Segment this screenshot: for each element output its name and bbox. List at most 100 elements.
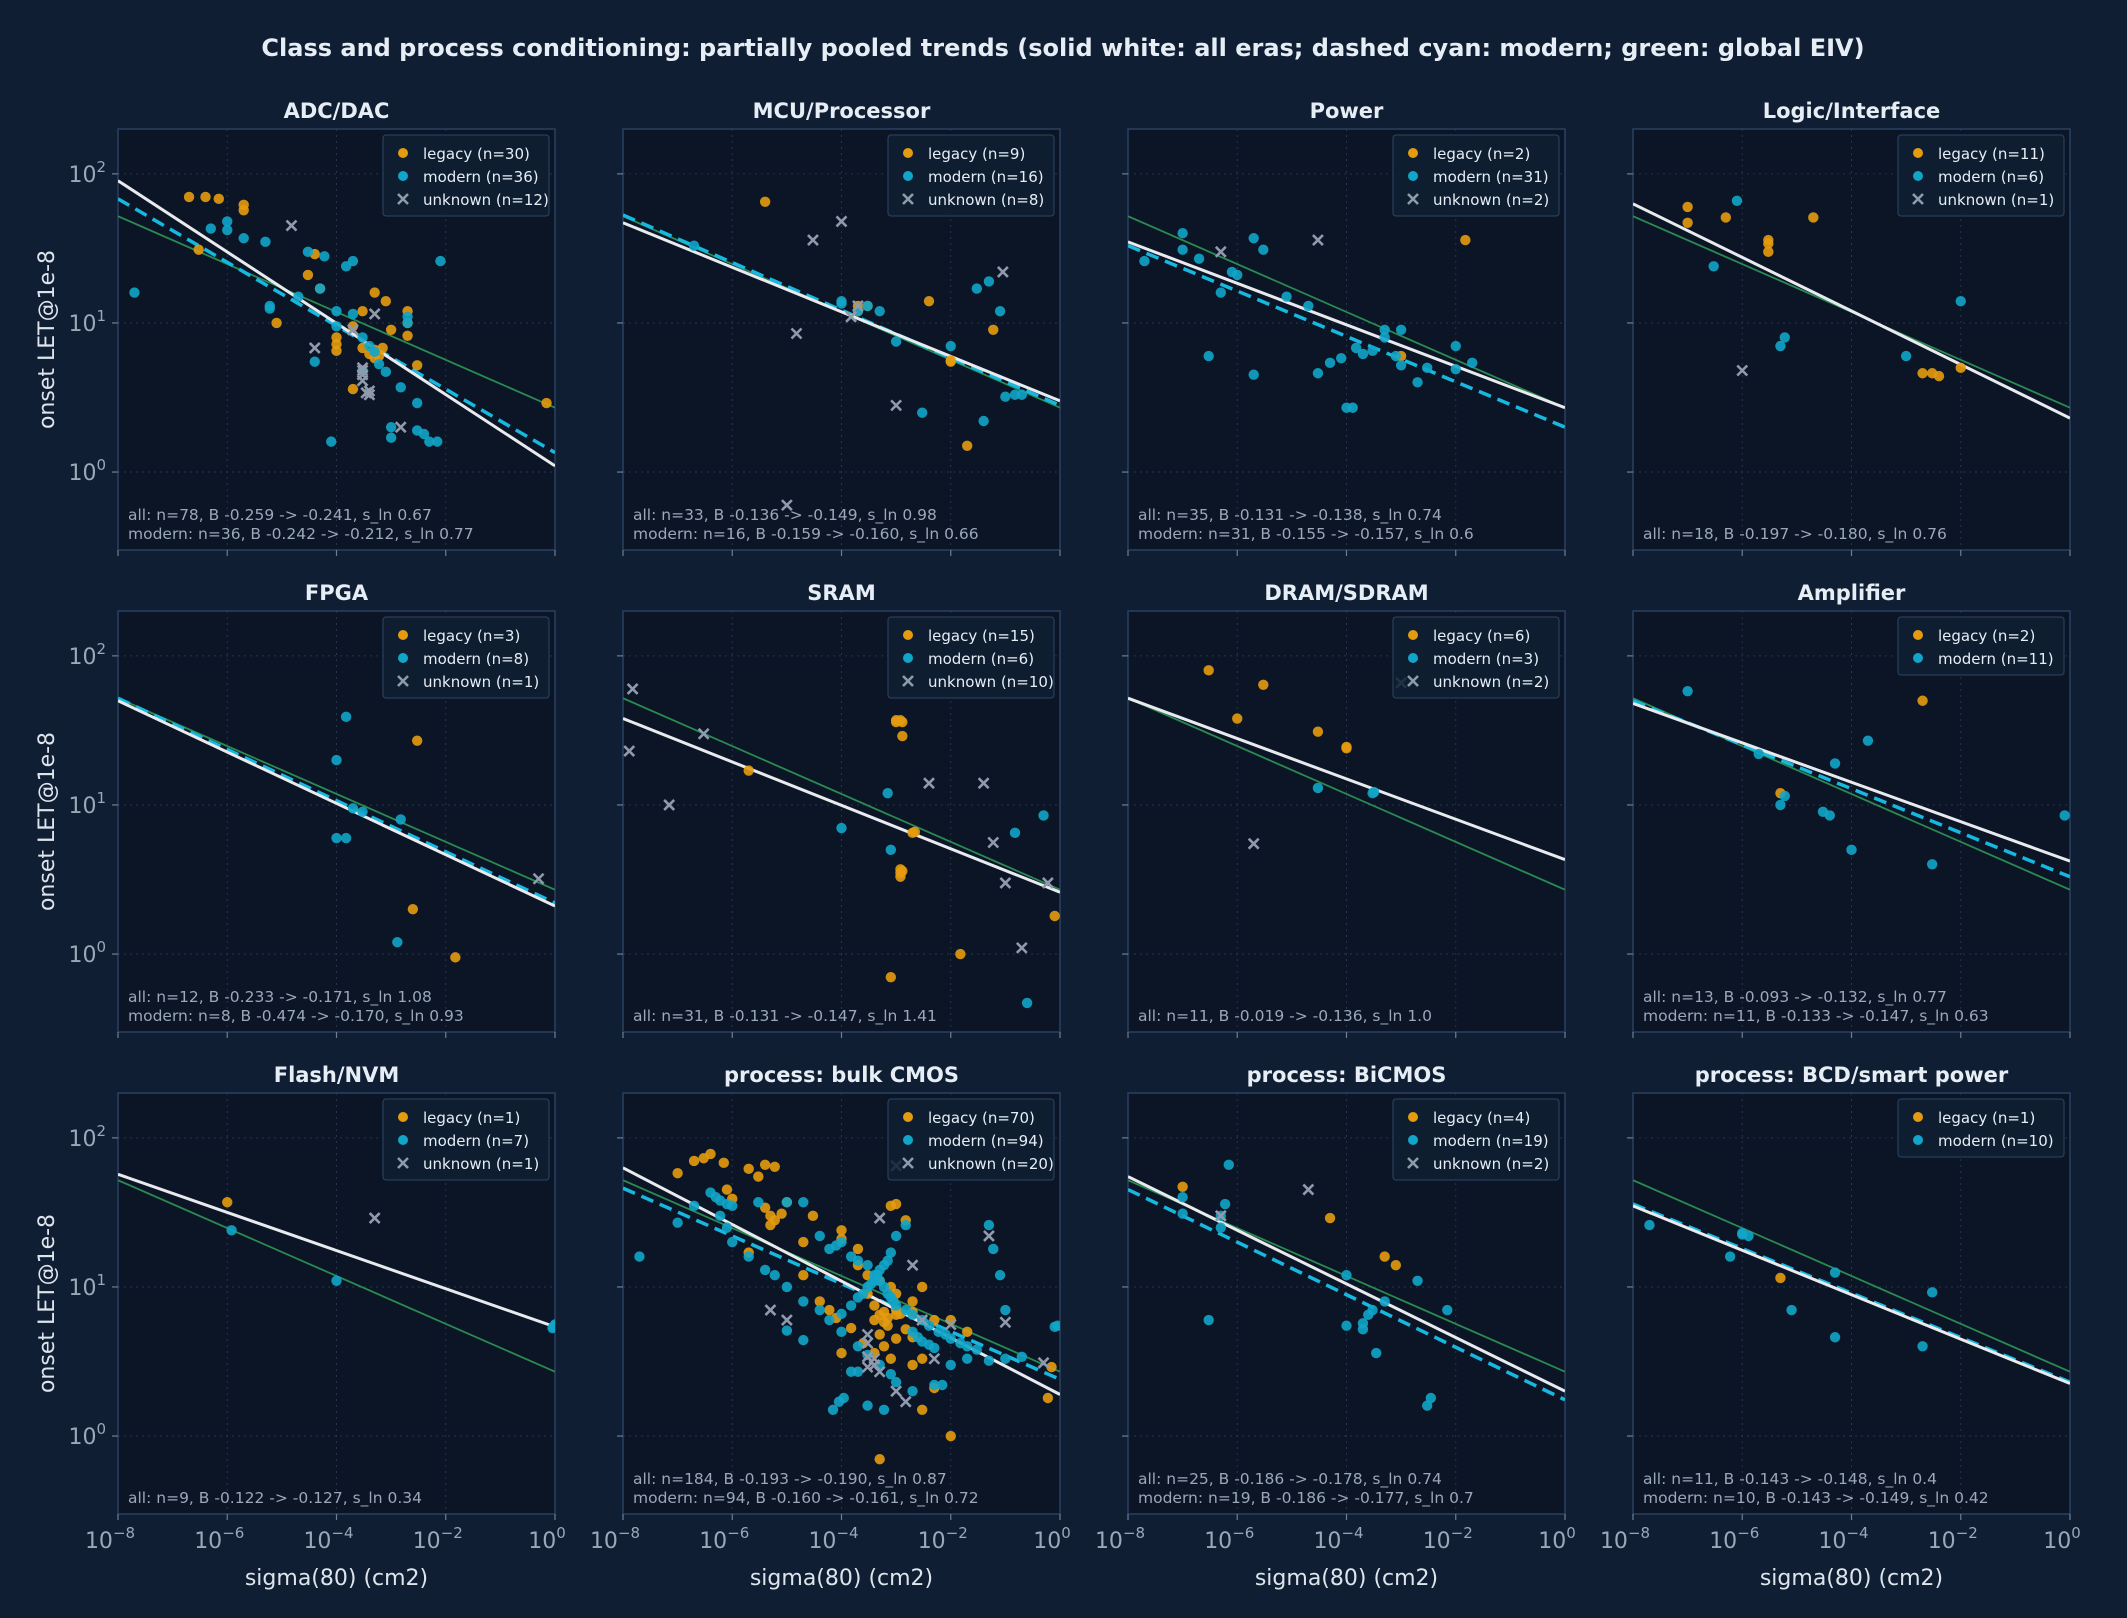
point-modern <box>314 283 326 294</box>
y-axis-label: onset LET@1e-8 <box>35 1214 60 1393</box>
point-modern <box>1775 340 1786 352</box>
panel-annotation: all: n=35, B -0.131 -> -0.138, s_ln 0.74 <box>1138 506 1442 525</box>
point-modern <box>1009 827 1021 839</box>
point-modern <box>1900 350 1912 362</box>
point-legacy <box>814 1296 825 1307</box>
point-modern <box>945 1333 956 1344</box>
point-modern <box>781 1281 793 1293</box>
legend-label: legacy (n=11) <box>1938 145 2045 163</box>
panel-mcu-processor: MCU/Processor legacy (n=9) modern (n=16) un… <box>617 99 1061 556</box>
panel-annotation: all: n=33, B -0.136 -> -0.149, s_ln 0.98 <box>633 506 937 525</box>
x-axis-label: sigma(80) (cm2) <box>245 1566 428 1591</box>
point-modern <box>1395 360 1407 371</box>
legend-marker-unknown <box>1407 675 1419 687</box>
point-unknown <box>999 1316 1012 1329</box>
legend-label: unknown (n=1) <box>1938 191 2054 209</box>
point-unknown <box>852 300 864 312</box>
point-modern <box>1248 233 1259 244</box>
point-modern <box>1357 1318 1369 1329</box>
point-legacy <box>945 355 956 366</box>
point-modern <box>1336 353 1347 364</box>
point-modern <box>827 1404 839 1415</box>
point-modern <box>222 216 233 227</box>
point-modern <box>205 223 217 234</box>
point-unknown <box>861 1328 874 1341</box>
plot-area <box>623 1148 1060 1465</box>
panel-title: Power <box>1310 99 1384 123</box>
panel-annotation: modern: n=36, B -0.242 -> -0.212, s_ln 0… <box>128 525 474 544</box>
point-modern <box>226 1225 237 1236</box>
point-modern <box>882 1255 893 1266</box>
point-modern <box>395 814 406 825</box>
point-unknown <box>780 1314 793 1326</box>
point-modern <box>1917 1341 1928 1352</box>
point-legacy <box>1312 726 1324 737</box>
point-modern <box>798 1334 809 1346</box>
trend-line-global-eiv <box>623 1179 1060 1373</box>
legend-marker-modern <box>1408 171 1418 181</box>
point-unknown <box>899 1395 912 1408</box>
point-modern <box>714 1195 726 1206</box>
point-modern <box>264 303 275 314</box>
legend-label: legacy (n=70) <box>928 1109 1035 1127</box>
plot-area <box>1633 195 2070 420</box>
legend-marker-legacy <box>903 1112 913 1122</box>
legend: legacy (n=3) modern (n=8) unknown (n=1) <box>382 616 550 699</box>
point-modern <box>357 332 368 343</box>
point-legacy <box>271 317 282 329</box>
point-legacy <box>411 360 423 371</box>
point-modern <box>961 1353 973 1364</box>
point-legacy <box>380 295 392 307</box>
point-modern <box>1412 377 1423 388</box>
point-legacy <box>807 1210 819 1222</box>
legend-marker-unknown <box>397 675 409 687</box>
point-legacy <box>916 1404 928 1415</box>
point-modern <box>369 346 380 358</box>
point-modern <box>411 425 423 436</box>
point-modern <box>916 407 928 418</box>
legend-label: unknown (n=12) <box>423 191 549 209</box>
legend-box <box>382 134 550 217</box>
point-modern <box>814 1230 825 1242</box>
point-modern <box>1357 348 1369 360</box>
point-modern <box>688 240 700 251</box>
point-unknown <box>977 777 990 790</box>
point-modern <box>1312 782 1324 794</box>
trend-line-global-eiv <box>1128 215 1565 409</box>
legend-box <box>1392 616 1560 699</box>
point-unknown <box>916 1314 929 1326</box>
point-legacy <box>885 971 897 983</box>
legend-marker-legacy <box>903 148 913 158</box>
point-modern <box>862 1400 873 1411</box>
x-axis-label: sigma(80) (cm2) <box>1255 1566 1438 1591</box>
point-unknown <box>944 1318 957 1331</box>
panel-title: ADC/DAC <box>284 99 390 123</box>
point-modern <box>395 382 406 393</box>
legend-label: unknown (n=20) <box>928 1155 1054 1173</box>
panel-annotation: modern: n=11, B -0.133 -> -0.147, s_ln 0… <box>1643 1007 1989 1026</box>
point-modern <box>890 1230 902 1242</box>
panel-title: Flash/NVM <box>274 1063 400 1087</box>
point-legacy <box>402 330 413 342</box>
point-legacy <box>895 871 906 882</box>
legend-marker-unknown <box>902 193 914 205</box>
point-modern <box>1016 1351 1028 1363</box>
panel-annotation: all: n=78, B -0.259 -> -0.241, s_ln 0.67 <box>128 506 432 525</box>
point-modern <box>1379 324 1390 335</box>
x-tick-exponent: −2 <box>1956 1524 1978 1542</box>
point-modern <box>1215 1222 1227 1233</box>
legend-label: unknown (n=10) <box>928 673 1054 691</box>
point-legacy <box>961 440 973 451</box>
legend-marker-legacy <box>398 148 408 158</box>
legend-marker-unknown <box>902 1157 914 1169</box>
x-tick-exponent: 0 <box>556 1524 566 1542</box>
point-modern <box>1203 350 1214 362</box>
point-legacy <box>923 295 935 307</box>
legend-label: legacy (n=6) <box>1433 627 1530 645</box>
point-modern <box>1312 368 1324 379</box>
legend-label: legacy (n=4) <box>1433 1109 1530 1127</box>
point-modern <box>836 1308 847 1320</box>
point-modern <box>672 1217 683 1228</box>
